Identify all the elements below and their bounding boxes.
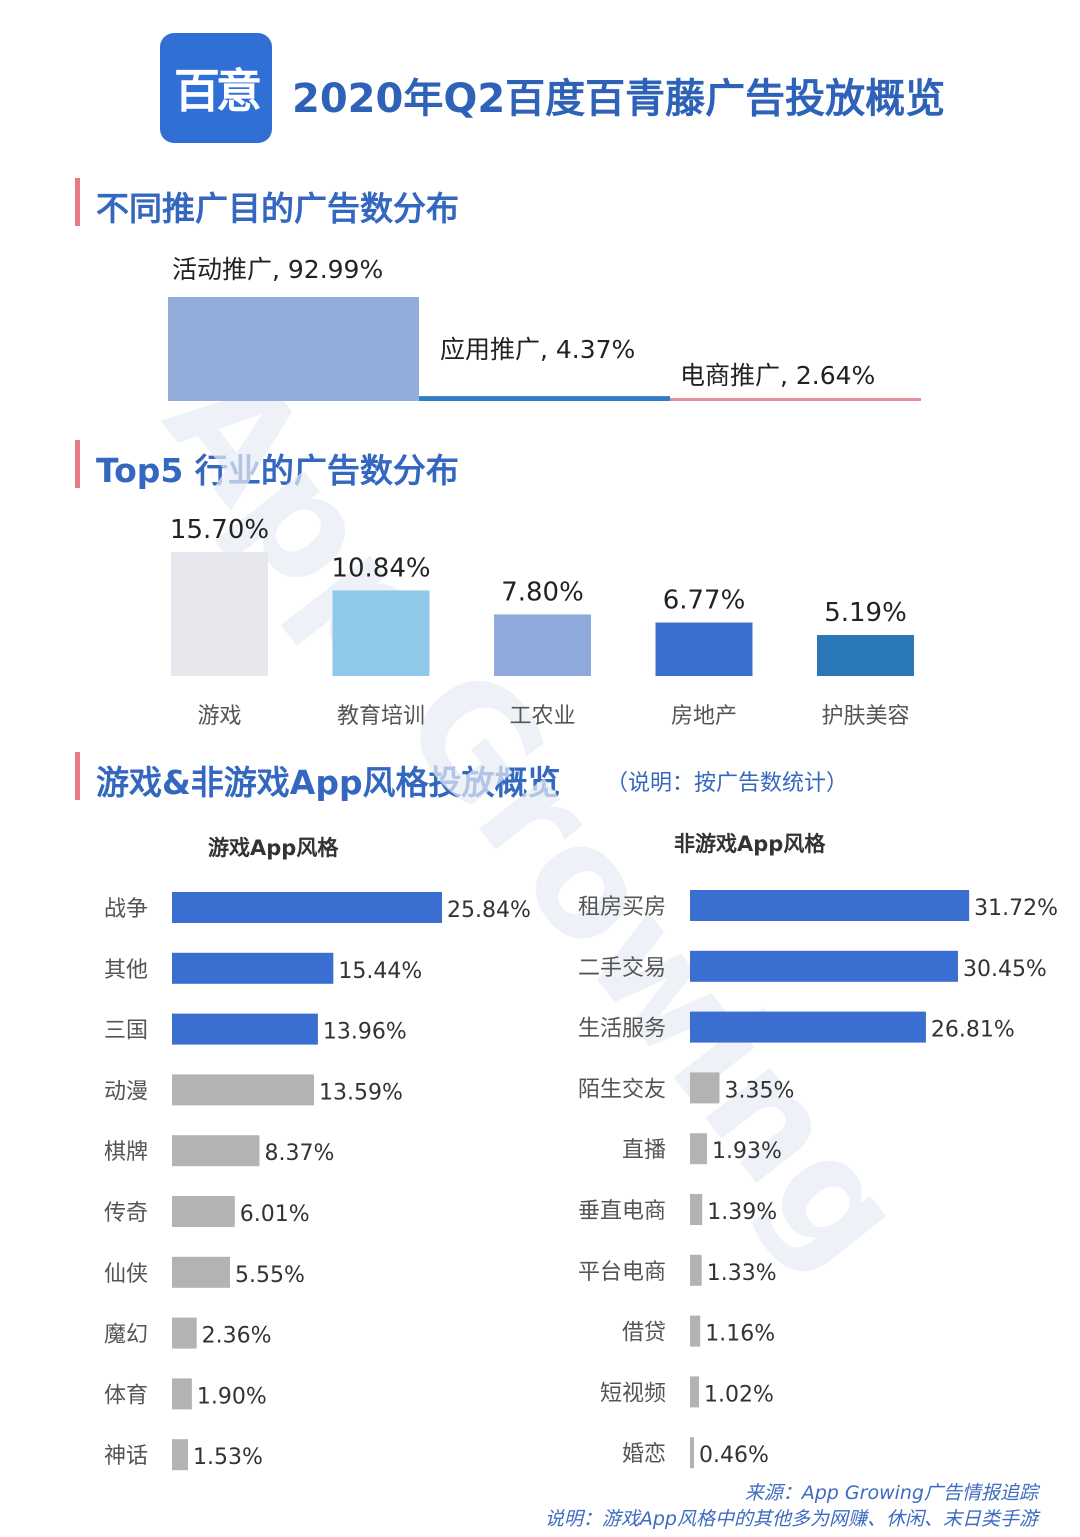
game-style-value-label: 13.59% bbox=[319, 1080, 403, 1105]
game-style-bar bbox=[172, 1074, 315, 1106]
game-style-bar bbox=[172, 952, 334, 984]
game-style-category-label: 其他 bbox=[104, 958, 148, 983]
game-style-bar bbox=[172, 1256, 230, 1288]
game-style-bar bbox=[172, 1439, 188, 1471]
game-style-value-label: 1.53% bbox=[193, 1445, 263, 1470]
nongame-style-value-label: 1.39% bbox=[707, 1200, 777, 1225]
game-style-value-label: 6.01% bbox=[240, 1202, 310, 1227]
nongame-style-category-label: 垂直电商 bbox=[578, 1199, 666, 1224]
page-title: 2020年Q2百度百青藤广告投放概览 bbox=[292, 76, 946, 122]
nongame-style-bar bbox=[690, 1194, 703, 1225]
game-style-category-label: 战争 bbox=[104, 897, 148, 922]
industry-category-label: 教育培训 bbox=[337, 704, 425, 729]
game-style-value-label: 13.96% bbox=[323, 1020, 407, 1045]
game-style-category-label: 魔幻 bbox=[104, 1323, 148, 1348]
industry-bar bbox=[494, 614, 591, 676]
industry-value-label: 7.80% bbox=[501, 577, 584, 607]
section-accent-bar bbox=[75, 178, 80, 226]
industry-category-label: 护肤美容 bbox=[821, 704, 909, 729]
game-style-bar bbox=[172, 892, 443, 923]
nongame-style-subtitle: 非游戏App风格 bbox=[674, 832, 826, 856]
baiqingteng-logo: 百意 bbox=[160, 33, 272, 143]
game-style-category-label: 神话 bbox=[104, 1444, 148, 1469]
nongame-style-value-label: 31.72% bbox=[974, 896, 1058, 921]
game-style-bar bbox=[172, 1013, 318, 1045]
purpose-bar bbox=[168, 297, 419, 401]
nongame-style-category-label: 短视频 bbox=[600, 1381, 666, 1406]
industry-bar bbox=[817, 635, 914, 676]
game-style-category-label: 动漫 bbox=[104, 1079, 148, 1104]
industry-value-label: 5.19% bbox=[824, 598, 907, 628]
purpose-bar bbox=[670, 398, 921, 401]
nongame-style-bar bbox=[690, 1254, 702, 1286]
nongame-style-value-label: 1.33% bbox=[707, 1261, 777, 1286]
industry-category-label: 游戏 bbox=[197, 704, 241, 729]
nongame-style-value-label: 1.16% bbox=[705, 1322, 775, 1347]
game-style-value-label: 8.37% bbox=[264, 1141, 334, 1166]
game-style-category-label: 传奇 bbox=[104, 1201, 148, 1226]
nongame-style-bar bbox=[690, 1011, 926, 1043]
nongame-style-value-label: 26.81% bbox=[931, 1018, 1015, 1043]
nongame-style-category-label: 借贷 bbox=[622, 1321, 666, 1346]
industry-value-label: 6.77% bbox=[663, 586, 746, 616]
game-style-subtitle: 游戏App风格 bbox=[208, 836, 339, 860]
section-title-industry: Top5 行业的广告数分布 bbox=[96, 451, 459, 490]
game-style-category-label: 棋牌 bbox=[104, 1140, 148, 1165]
game-style-value-label: 2.36% bbox=[202, 1324, 272, 1349]
nongame-style-category-label: 平台电商 bbox=[578, 1260, 666, 1285]
nongame-style-value-label: 3.35% bbox=[724, 1078, 794, 1103]
game-style-value-label: 25.84% bbox=[447, 898, 531, 923]
nongame-style-bar bbox=[690, 1072, 720, 1104]
industry-value-label: 10.84% bbox=[331, 553, 430, 583]
game-style-bar bbox=[172, 1317, 197, 1349]
nongame-style-value-label: 1.02% bbox=[704, 1382, 774, 1407]
nongame-style-bar bbox=[690, 1133, 707, 1165]
nongame-style-category-label: 陌生交友 bbox=[578, 1077, 666, 1102]
nongame-style-category-label: 婚恋 bbox=[622, 1442, 666, 1467]
section-accent-bar bbox=[75, 440, 80, 488]
section-title-style: 游戏&非游戏App风格投放概览 bbox=[96, 763, 561, 802]
game-style-value-label: 15.44% bbox=[338, 959, 422, 984]
nongame-style-bar bbox=[690, 890, 970, 921]
game-style-category-label: 三国 bbox=[104, 1019, 148, 1044]
nongame-style-category-label: 租房买房 bbox=[578, 895, 666, 920]
section-title-purpose: 不同推广目的广告数分布 bbox=[96, 189, 459, 228]
industry-value-label: 15.70% bbox=[170, 515, 269, 545]
game-style-bar bbox=[172, 1378, 192, 1410]
industry-bar bbox=[655, 622, 753, 676]
nongame-style-category-label: 二手交易 bbox=[578, 956, 666, 981]
purpose-label: 应用推广, 4.37% bbox=[440, 335, 635, 364]
industry-category-label: 房地产 bbox=[671, 704, 737, 729]
industry-category-label: 工农业 bbox=[509, 704, 575, 729]
game-style-category-label: 仙侠 bbox=[104, 1262, 148, 1287]
nongame-style-category-label: 直播 bbox=[622, 1138, 666, 1163]
game-style-bar bbox=[172, 1196, 235, 1227]
game-style-value-label: 5.55% bbox=[235, 1263, 305, 1288]
footer-note: 说明：游戏App风格中的其他多为网赚、休闲、末日类手游 bbox=[544, 1508, 1038, 1530]
section-note: （说明：按广告数统计） bbox=[606, 771, 849, 796]
nongame-style-category-label: 生活服务 bbox=[578, 1017, 666, 1042]
section-accent-bar bbox=[75, 752, 80, 800]
nongame-style-bar bbox=[690, 1437, 695, 1469]
industry-bar bbox=[332, 590, 430, 676]
nongame-style-bar bbox=[690, 1315, 701, 1347]
nongame-style-value-label: 1.93% bbox=[712, 1139, 782, 1164]
purpose-label: 电商推广, 2.64% bbox=[680, 361, 875, 390]
source-note: 来源：App Growing广告情报追踪 bbox=[744, 1482, 1038, 1504]
purpose-bar bbox=[419, 396, 670, 401]
game-style-bar bbox=[172, 1135, 260, 1167]
nongame-style-bar bbox=[690, 1376, 699, 1408]
nongame-style-value-label: 0.46% bbox=[699, 1443, 769, 1468]
nongame-style-bar bbox=[690, 950, 958, 982]
purpose-label: 活动推广, 92.99% bbox=[172, 255, 383, 284]
nongame-style-value-label: 30.45% bbox=[963, 957, 1047, 982]
game-style-category-label: 体育 bbox=[104, 1383, 148, 1408]
game-style-value-label: 1.90% bbox=[197, 1384, 267, 1409]
industry-bar bbox=[171, 552, 268, 676]
